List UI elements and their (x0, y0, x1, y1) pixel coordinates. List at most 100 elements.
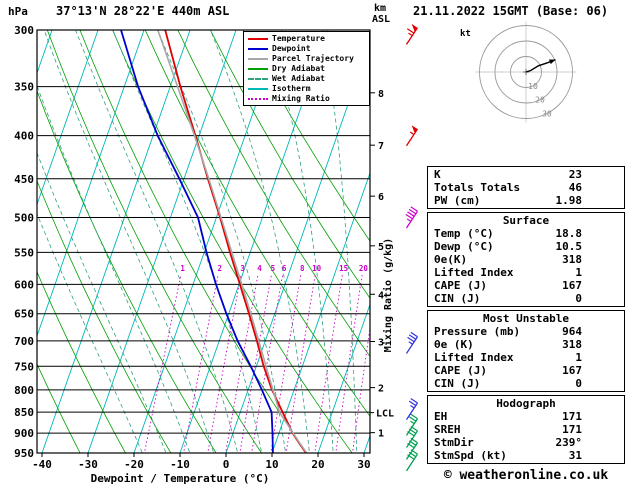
stat-value: 167 (562, 364, 582, 377)
isotherm-line (37, 30, 99, 206)
wind-barbs (405, 23, 419, 472)
mixing-ratio-labels: 1 2 3 4 5 6 8 10 15 20 (180, 264, 368, 273)
hodograph-unit-label: kt (460, 29, 471, 39)
stat-label: CIN (J) (434, 377, 481, 390)
stat-row: θe(K) 318 (428, 253, 624, 266)
lcl-label: LCL (376, 409, 394, 420)
dry-adiabat-line (177, 30, 370, 358)
dry-adiabat-line (242, 30, 370, 242)
mixing-ratio-value: 2 (217, 264, 222, 273)
temperature-tick-label: 20 (311, 458, 324, 471)
isotherm-line (37, 30, 145, 338)
altitude-axis: 1 2 3 4 5 6 7 8 LCL Mixing Ratio (g/kg) (370, 89, 394, 440)
wind-barb (405, 398, 419, 421)
altitude-tick-label: 8 (378, 89, 384, 100)
stat-label: Dewp (°C) (434, 240, 494, 253)
stat-label: θe(K) (434, 253, 468, 266)
dry-adiabat-line (37, 363, 81, 453)
pressure-tick-label: 400 (14, 130, 34, 143)
temperature-tick-label: -10 (170, 458, 190, 471)
stat-row: K 23 (428, 168, 624, 181)
legend-label: Isotherm (272, 84, 311, 93)
hodograph-ring-label: 30 (542, 109, 552, 118)
isotherm-line (87, 30, 237, 453)
stat-label: Temp (°C) (434, 227, 494, 240)
plot-border (36, 29, 371, 454)
stat-label: CAPE (J) (434, 279, 487, 292)
mixing-ratio-value: 15 (339, 264, 348, 273)
wet-adiabat-line (37, 151, 167, 453)
temperature-tick-label: -20 (124, 458, 144, 471)
table-title: Surface (502, 214, 550, 227)
mixing-ratio-line (225, 275, 259, 453)
stat-row: EH 171 (428, 410, 624, 423)
legend-line-sample (248, 67, 268, 70)
legend-row: Dewpoint (248, 44, 365, 53)
stat-label: EH (434, 410, 448, 423)
stat-value: 31 (568, 449, 582, 462)
mixing-ratio-line (143, 275, 182, 453)
wet-adiabat-line (157, 30, 287, 453)
dry-adiabat-line (37, 179, 172, 453)
hodograph-ring-label: 20 (535, 96, 545, 105)
copyright: © weatheronline.co.uk (443, 468, 609, 483)
sounding-profiles (120, 30, 308, 453)
stat-value: 1.98 (555, 194, 583, 207)
legend-row: Temperature (248, 34, 365, 43)
legend-label: Temperature (272, 34, 325, 43)
legend-label: Dry Adiabat (272, 64, 325, 73)
station-title: 37°13'N 28°22'E 440m ASL (56, 4, 230, 18)
wet-adiabat-line (37, 84, 191, 453)
stat-row: CAPE (J) 167 (428, 279, 624, 292)
pressure-tick-label: 500 (14, 211, 34, 224)
dry-adiabat-line (46, 30, 262, 453)
legend-row: Dry Adiabat (248, 64, 365, 73)
altitude-axis-km-label: km (374, 3, 387, 14)
dry-adiabat-line (144, 30, 370, 417)
stat-value: 167 (562, 279, 582, 292)
mixing-ratio-line (314, 275, 343, 453)
legend-line-sample (248, 97, 268, 100)
pressure-tick-label: 700 (14, 335, 34, 348)
temperature-tick-label: 0 (223, 458, 230, 471)
datetime-title: 21.11.2022 15GMT (Base: 06) (413, 4, 609, 18)
wet-adiabat-line (43, 30, 215, 453)
wet-adiabat-line (37, 212, 143, 453)
storm-motion-arrow (548, 59, 556, 65)
hodograph-ring (479, 25, 573, 119)
mixing-ratio-value: 5 (271, 264, 276, 273)
stat-label: SREH (434, 423, 461, 436)
legend-line-sample (248, 57, 268, 60)
stat-label: StmDir (434, 436, 474, 449)
legend-line-sample (248, 87, 268, 90)
altitude-tick-label: 4 (378, 290, 384, 301)
stat-value: 18.8 (555, 227, 583, 240)
altitude-tick-label: 6 (378, 192, 384, 203)
temperature-axis-title: Dewpoint / Temperature (°C) (91, 472, 270, 485)
wind-barb (405, 449, 419, 472)
stat-value: 171 (562, 423, 582, 436)
mixing-ratio-axis-title: Mixing Ratio (g/kg) (382, 238, 394, 352)
stat-label: StmSpd (kt) (434, 449, 507, 462)
stat-value: 46 (568, 181, 582, 194)
temperature-axis: -40 -30 -20 -10 0 10 20 30 Dewpoint / Temperatur… (32, 453, 371, 485)
mixing-ratio-value: 1 (180, 264, 185, 273)
stat-value: 10.5 (555, 240, 583, 253)
mixing-ratio-line (270, 275, 302, 453)
stat-value: 239° (555, 436, 583, 449)
dry-adiabat-line (112, 30, 353, 453)
stat-row: StmSpd (kt) 31 (428, 449, 624, 462)
hodograph-ring-label: 10 (528, 82, 538, 91)
mixing-ratio-line (285, 275, 316, 453)
stat-row: Lifted Index 1 (428, 266, 624, 279)
altitude-tick-label: 7 (378, 141, 384, 152)
stat-label: Lifted Index (434, 351, 514, 364)
mixing-ratio-line (251, 275, 284, 453)
pressure-tick-label: 600 (14, 278, 34, 291)
stat-value: 318 (562, 338, 582, 351)
stat-value: 0 (575, 377, 582, 390)
mixing-ratio-line (239, 275, 272, 453)
altitude-tick-label: 2 (378, 384, 384, 395)
temperature-tick-label: -40 (32, 458, 52, 471)
legend-label: Mixing Ratio (272, 94, 330, 103)
